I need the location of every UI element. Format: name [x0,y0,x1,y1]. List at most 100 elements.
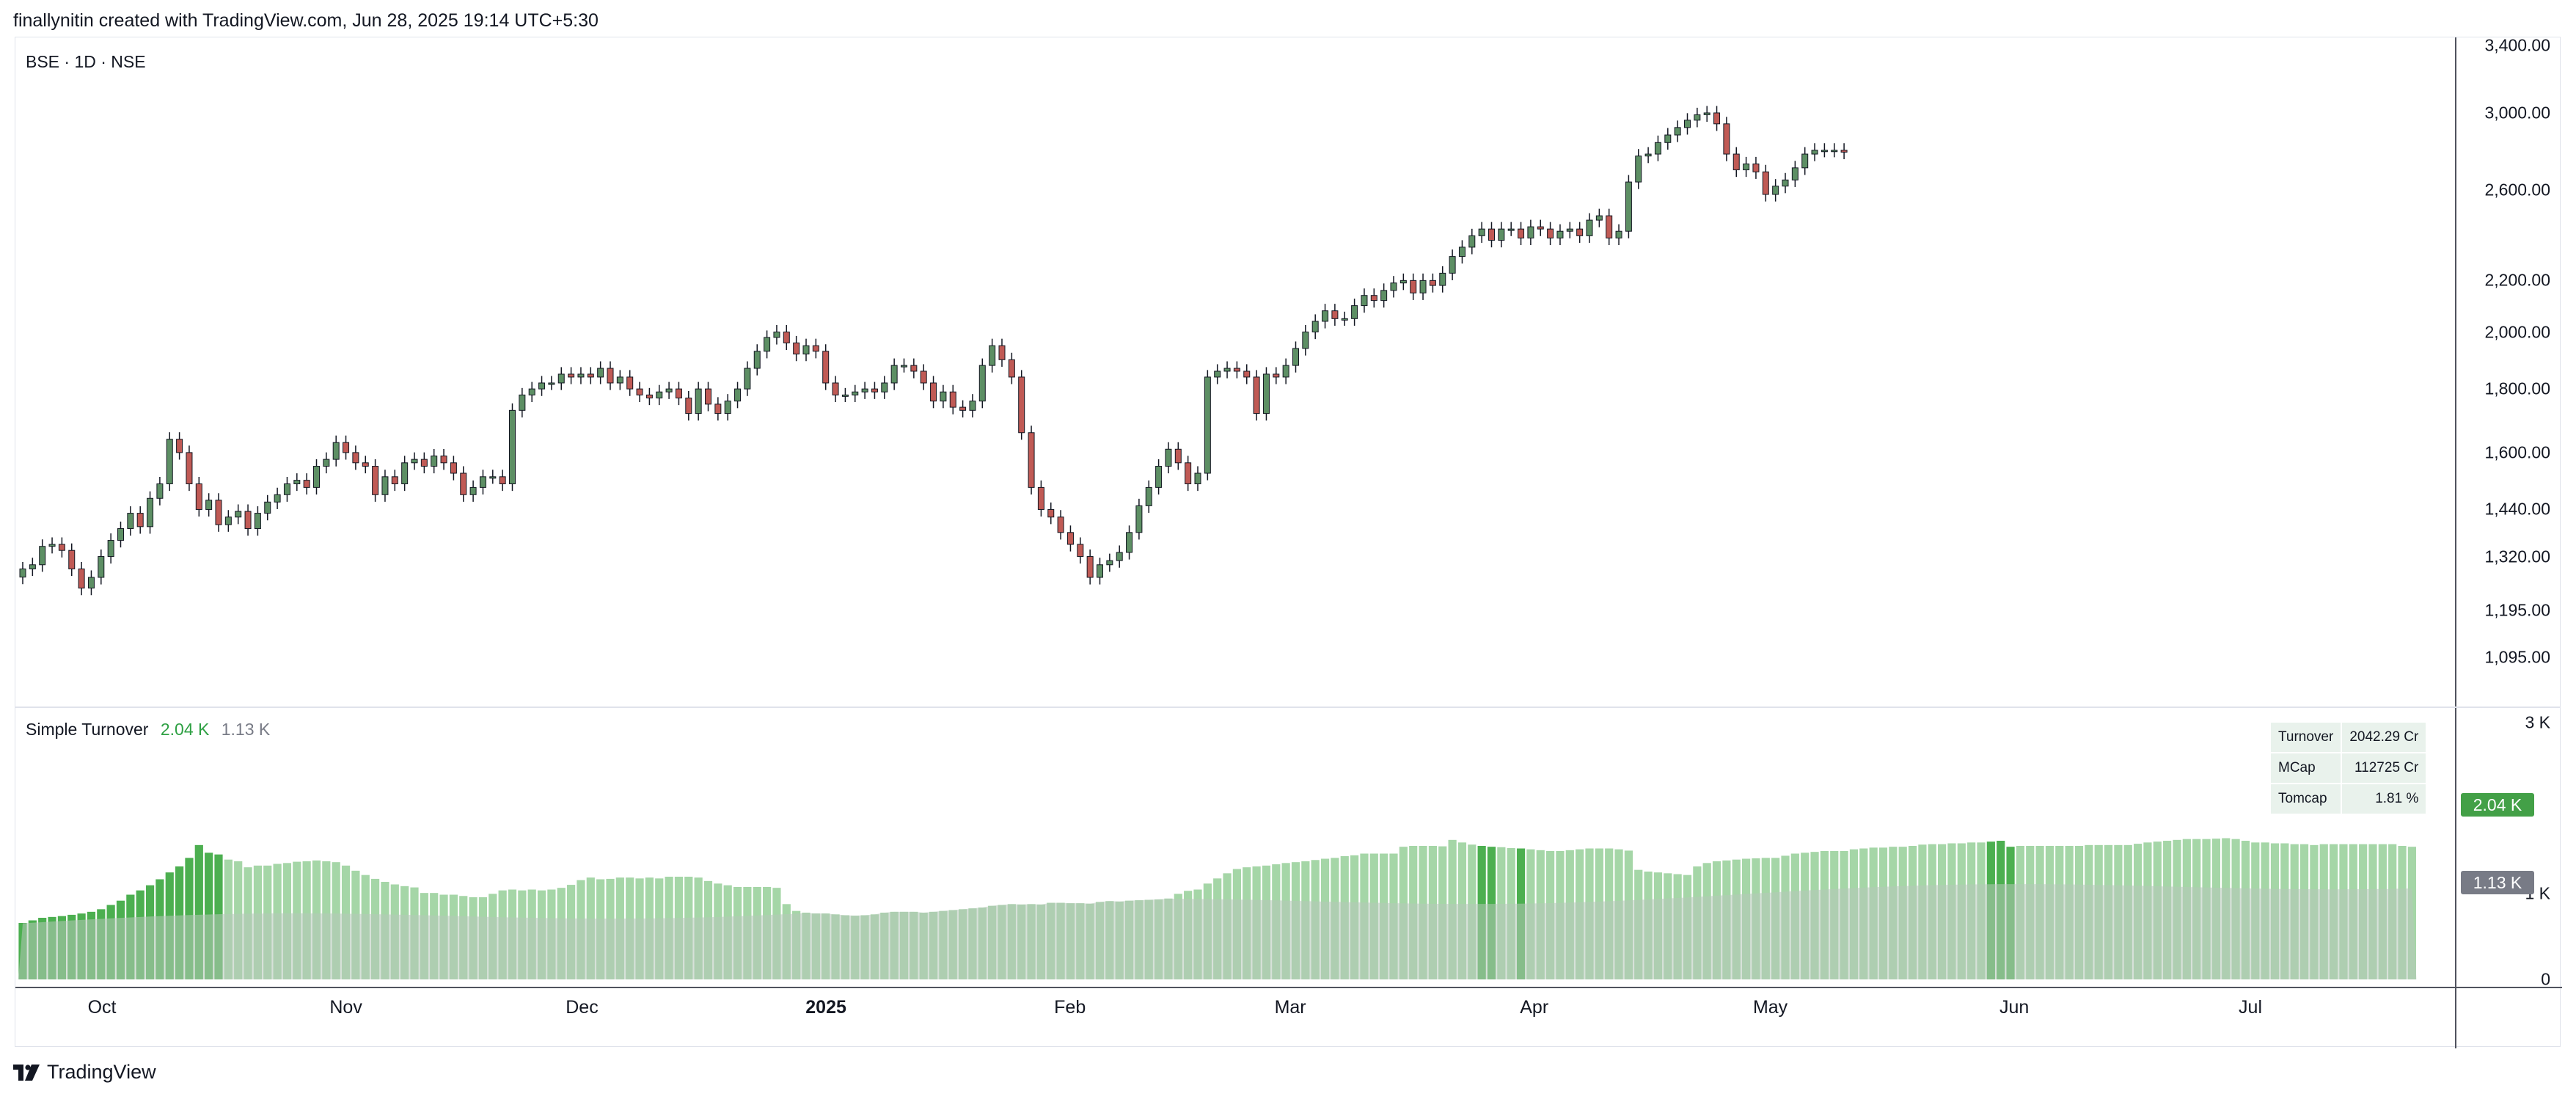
candle-body [1185,462,1192,485]
candle-body [665,388,673,392]
candle-body [127,513,134,529]
table-row: Tomcap 1.81 % [2271,784,2426,815]
candle-body [362,462,369,467]
candle-body [1606,215,1613,238]
candle-body [1302,332,1309,349]
candle-body [107,540,114,558]
candle-body [58,544,65,551]
candle-body [1674,127,1681,136]
candle-body [1066,532,1074,545]
candle-body [401,462,409,485]
candle-body [1390,282,1397,291]
mcap-band [18,884,2417,979]
candle-body [930,382,937,402]
candle-body [264,501,271,514]
price-pane[interactable]: BSE · 1D · NSE [15,37,2455,706]
candle-body [29,564,36,569]
candle-body [195,483,202,510]
table-row: Turnover 2042.29 Cr [2271,723,2426,753]
candle-body [224,516,232,525]
time-tick-label: Dec [566,997,599,1018]
footer-brand[interactable]: TradingView [13,1061,156,1084]
candle-body [1194,472,1201,485]
candle-body [597,368,604,378]
turnover-pane[interactable]: Simple Turnover 2.04 K 1.13 K Turnover 2… [15,708,2455,987]
candle-body [166,439,173,485]
indicator-title: Simple Turnover [26,720,149,739]
candle-body [244,511,252,529]
indicator-mcap-value: 1.13 K [221,720,271,739]
candle-body [753,351,761,369]
candle-body [186,452,193,485]
candle-body [1831,150,1838,153]
candle-body [1008,359,1015,378]
candle-body [1449,256,1456,274]
candle-body [176,439,183,453]
candle-body [78,568,85,589]
chart-attribution: finallynitin created with TradingView.co… [13,10,599,31]
mcap-value-badge: 1.13 K [2461,871,2534,895]
pane-separator[interactable] [15,706,2561,708]
candle-body [469,486,477,495]
time-tick-label: 2025 [805,997,846,1018]
candle-body [861,388,868,392]
candle-body [1703,112,1710,115]
indicator-legend[interactable]: Simple Turnover 2.04 K 1.13 K [26,720,270,740]
candle-body [1654,142,1661,155]
candle-body [1077,544,1084,558]
table-value: 2042.29 Cr [2341,723,2426,753]
candle-body [332,442,340,460]
candle-body [235,511,242,518]
candle-body [1556,230,1564,238]
candle-body [822,351,830,384]
candle-body [978,365,986,402]
candle-body [509,409,516,485]
price-tick-label: 1,440.00 [2484,499,2550,519]
candle-body [1174,448,1182,464]
candle-body [568,373,575,378]
candle-body [519,394,526,411]
candle-body [460,472,467,495]
candle-body [215,500,222,525]
candle-body [1419,280,1427,293]
symbol-label[interactable]: BSE · 1D · NSE [26,52,146,71]
candle-body [68,550,76,569]
candle-body [832,382,839,395]
candle-body [1458,247,1466,258]
candle-body [1037,486,1044,510]
candle-body [156,483,164,499]
candle-body [1762,171,1769,195]
candle-body [1782,179,1789,187]
candle-body [489,476,497,479]
candle-body [1439,272,1446,286]
candle-body [1223,368,1231,372]
candle-body [1273,373,1280,378]
candle-body [87,577,95,589]
candle-body [440,455,447,464]
candle-body [48,544,56,547]
candle-body [1644,153,1652,157]
price-tick-label: 1,800.00 [2484,379,2550,398]
candle-body [764,337,771,352]
candle-body [323,459,330,467]
price-axis[interactable]: 3,400.00 3,000.00 2,600.00 2,200.00 2,000.00… [2455,35,2562,706]
candle-body [1791,167,1799,180]
price-tick-label: 1,320.00 [2484,547,2550,566]
candle-body [1507,228,1515,231]
candle-body [1615,230,1622,238]
candle-body [557,373,565,384]
candle-body [1410,280,1417,293]
candle-body [940,391,947,402]
price-tick-label: 2,000.00 [2484,322,2550,342]
candle-body [1322,310,1329,322]
time-tick-label: Oct [87,997,117,1018]
candle-body [852,391,859,395]
time-tick-label: Jun [1999,997,2030,1018]
candle-body [998,345,1006,360]
candle-body [577,373,585,378]
time-axis[interactable]: Oct Nov Dec 2025 Feb Mar Apr May Jun Jul [15,987,2455,1048]
turnover-bar [194,844,203,979]
candle-body [783,332,790,343]
candle-body [1106,560,1113,566]
